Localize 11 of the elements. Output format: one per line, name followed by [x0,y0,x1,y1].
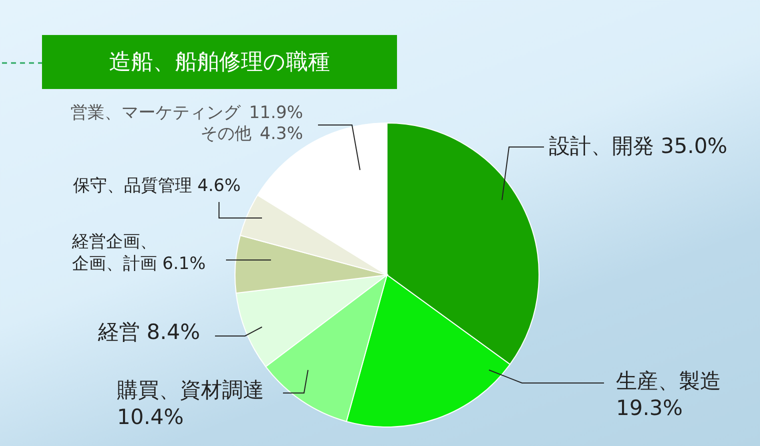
slice-label: 購買、資材調達 [117,378,264,402]
slice-label: 経営 8.4% [97,320,200,344]
slice-label: その他 4.3% [200,124,303,144]
slice-label: 生産、製造 [616,369,721,393]
slice-label: 設計、開発 35.0% [549,134,728,158]
slice-label: 営業、マーケティング 11.9% [70,103,303,123]
data-label: 19.3% [616,396,683,420]
data-label: 10.4% [117,405,184,429]
chart-title: 造船、船舶修理の職種 [109,49,330,77]
slice-label: 保守、品質管理 4.6% [73,176,241,196]
slice-label: 経営企画、企画、計画 6.1% [71,232,206,274]
